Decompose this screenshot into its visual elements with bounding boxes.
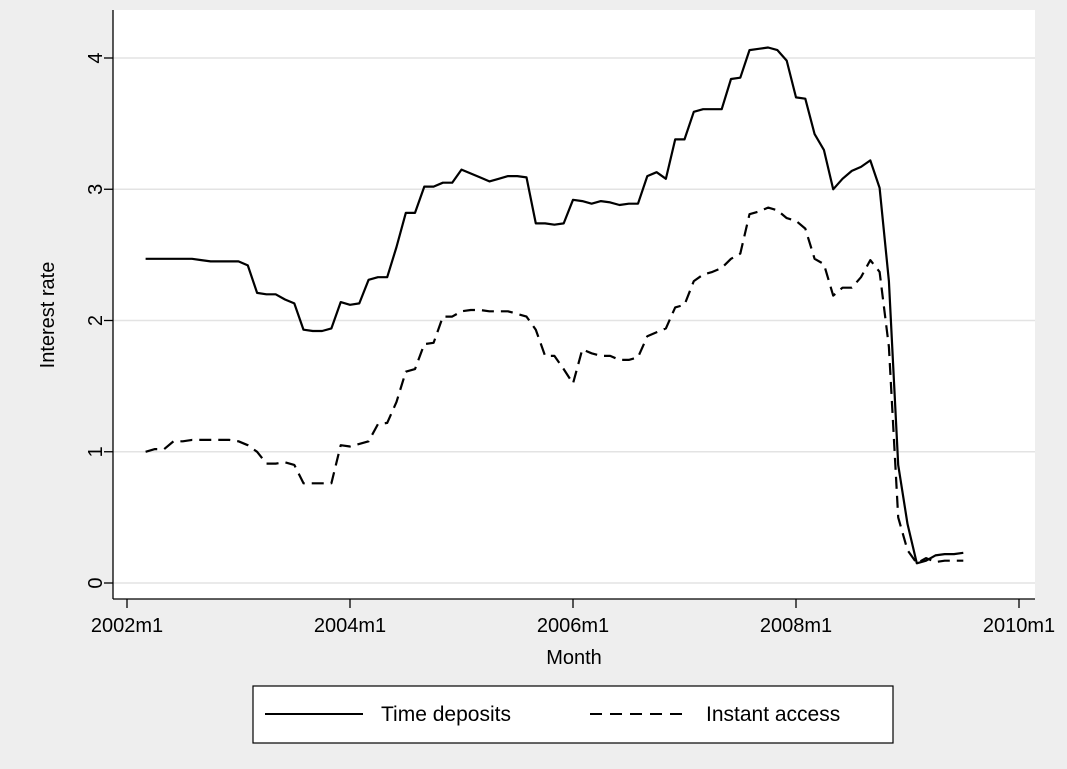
y-tick-label: 4	[85, 52, 107, 63]
y-tick-label: 1	[85, 446, 107, 457]
x-tick-label: 2006m1	[537, 615, 609, 637]
legend-label-instant-access: Instant access	[706, 703, 840, 726]
x-tick-label: 2002m1	[91, 615, 163, 637]
x-axis-title: Month	[546, 647, 602, 669]
legend-label-time-deposits: Time deposits	[381, 703, 511, 726]
y-tick-label: 2	[85, 315, 107, 326]
x-tick-label: 2010m1	[983, 615, 1055, 637]
series-lines	[145, 46, 964, 565]
x-tick-label: 2008m1	[760, 615, 832, 637]
axes	[112, 10, 1035, 600]
x-axis-ticks: 2002m1 2004m1 2006m1 2008m1 2010m1	[91, 599, 1055, 637]
series-line-time-deposits	[145, 46, 964, 565]
legend: Time deposits Instant access	[252, 685, 894, 744]
plot-area	[113, 10, 1035, 599]
y-tick-label: 0	[85, 577, 107, 588]
y-axis-ticks: 0 1 2 3 4	[85, 52, 113, 589]
x-tick-label: 2004m1	[314, 615, 386, 637]
series-line-instant-access	[145, 206, 964, 565]
gridlines	[113, 57, 1035, 584]
y-tick-label: 3	[85, 184, 107, 195]
y-axis-title: Interest rate	[37, 262, 59, 369]
